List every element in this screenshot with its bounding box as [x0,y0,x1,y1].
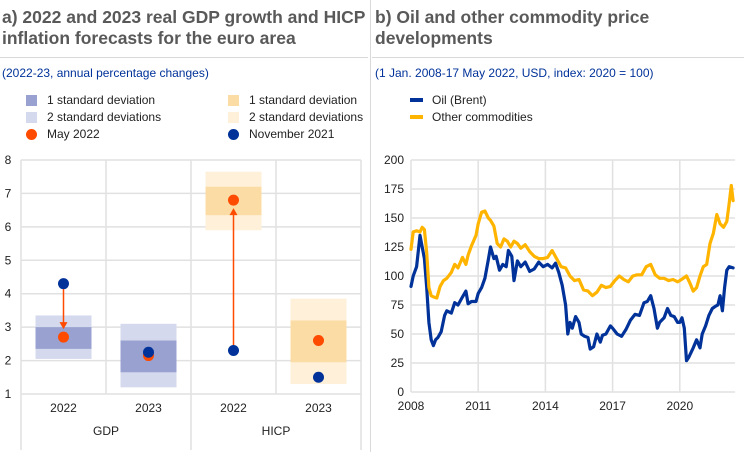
panel-b-subtitle: (1 Jan. 2008-17 May 2022, USD, index: 20… [375,66,654,80]
y-tick-label: 6 [5,220,12,234]
legend-dot-icon [228,128,239,140]
panel-separator [370,0,371,452]
legend-swatch [26,111,37,123]
x-tick-label: 2023 [305,401,332,415]
legend-label: 2 standard deviations [47,110,162,124]
legend-swatch [228,111,239,123]
legend-label: November 2021 [249,127,335,141]
revision-arrow-head [59,322,68,330]
other-commodities-line [409,183,735,300]
y-tick-label: 200 [384,153,404,167]
may-2022-point [58,331,69,343]
legend-item-other-commodities: Other commodities [410,109,533,125]
panel-b-title-divider [372,57,744,58]
legend-item-gdp-2sd: 2 standard deviations [26,109,161,125]
panel-a-title-divider [0,57,368,58]
y-tick-label: 150 [384,211,404,225]
legend-swatch [26,94,37,106]
y-tick-label: 0 [397,385,404,399]
panel-b-title: b) Oil and other commodity price develop… [375,7,649,49]
panel-b-title-line2: developments [375,28,493,48]
legend-label: 2 standard deviations [249,110,364,124]
y-tick-label: 175 [384,182,404,196]
y-tick-label: 7 [5,186,12,200]
legend-label: Other commodities [432,110,533,124]
may-2022-point [228,194,239,206]
y-tick-label: 100 [384,269,404,283]
legend-item-oil: Oil (Brent) [410,92,487,108]
group-label: GDP [93,424,119,438]
panel-b-title-line1: b) Oil and other commodity price [375,7,650,27]
legend-item-gdp-1sd: 1 standard deviation [26,92,155,108]
oil-brent-line [409,233,735,363]
legend-swatch [228,94,239,106]
may-2022-point [313,335,324,347]
panel-a-subtitle: (2022-23, annual percentage changes) [2,66,209,80]
legend-label: 1 standard deviation [249,93,358,107]
y-tick-label: 5 [5,253,12,267]
x-tick-label: 2022 [220,401,247,415]
november-2021-point [143,346,154,358]
legend-dot-icon [26,128,37,140]
y-tick-label: 3 [5,320,12,334]
x-tick-label: 2020 [666,399,693,413]
november-2021-point [228,345,239,357]
legend-label: May 2022 [47,127,100,141]
x-tick-label: 2022 [50,401,77,415]
y-tick-label: 1 [5,387,12,401]
y-tick-label: 2 [5,354,12,368]
legend-item-may-2022: May 2022 [26,126,100,142]
x-tick-label: 2023 [135,401,162,415]
revision-arrow-head [229,208,238,216]
panel-a-title: a) 2022 and 2023 real GDP growth and HIC… [2,7,365,49]
group-label: HICP [262,424,291,438]
legend-item-hicp-1sd: 1 standard deviation [228,92,357,108]
x-tick-label: 2008 [398,399,425,413]
legend-label: Oil (Brent) [432,93,487,107]
legend-line-swatch [410,98,423,102]
november-2021-point [313,371,324,383]
y-tick-label: 50 [391,327,405,341]
x-tick-label: 2014 [532,399,559,413]
legend-item-november-2021: November 2021 [228,126,334,142]
legend-label: 1 standard deviation [47,93,156,107]
panel-a-title-line1: a) 2022 and 2023 real GDP growth and HIC… [2,7,366,27]
y-tick-label: 125 [384,240,404,254]
panel-a-title-line2: inflation forecasts for the euro area [2,28,296,48]
y-tick-label: 25 [391,356,405,370]
legend-item-hicp-2sd: 2 standard deviations [228,109,363,125]
forecast-chart: 1 2 3 4 5 6 7 8 2022 2023 2022 2023 GDP HICP [5,153,362,450]
y-tick-label: 8 [5,153,12,167]
november-2021-point [58,278,69,290]
x-tick-label: 2011 [465,399,491,413]
x-tick-label: 2017 [599,399,626,413]
y-tick-label: 75 [391,298,405,312]
legend-line-swatch [410,115,423,119]
y-tick-label: 4 [5,287,12,301]
